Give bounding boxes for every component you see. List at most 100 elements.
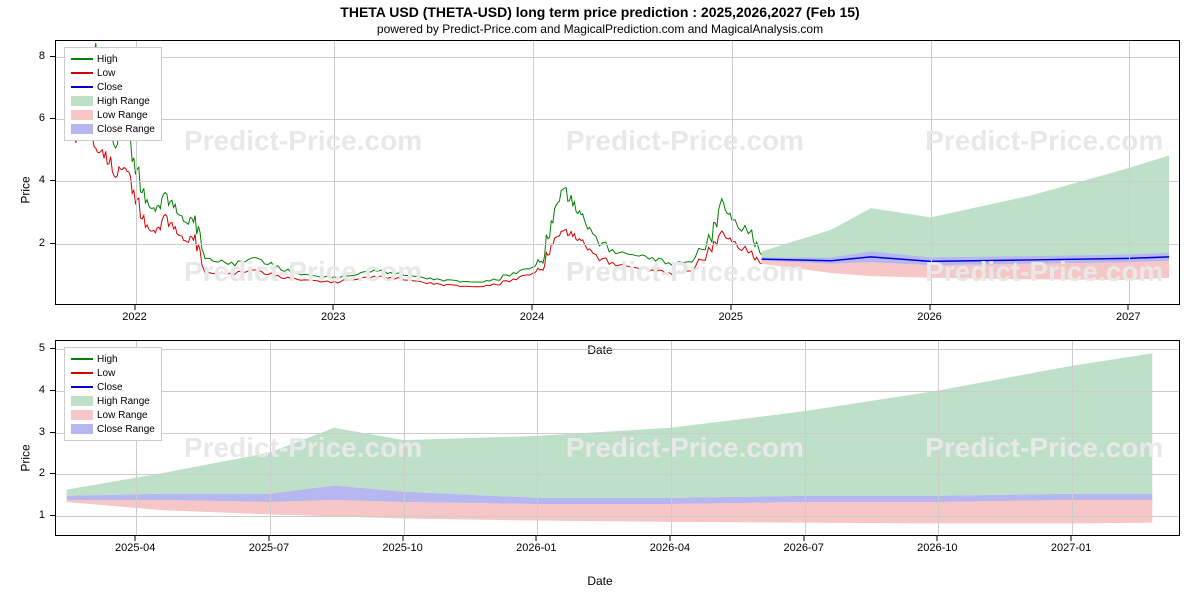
- legend-label: Low Range: [97, 410, 148, 421]
- gridline: [938, 341, 939, 535]
- legend-label: High Range: [97, 396, 150, 407]
- x-tick-label: 2026-04: [650, 542, 690, 554]
- chart-subtitle: powered by Predict-Price.com and Magical…: [0, 20, 1200, 40]
- chart-path: [762, 156, 1170, 258]
- legend-label: Close Range: [97, 424, 155, 435]
- legend-item: High: [71, 352, 155, 366]
- legend-swatch: [71, 58, 93, 60]
- gridline: [56, 433, 1179, 434]
- legend-swatch: [71, 110, 93, 120]
- x-tick-label: 2027: [1116, 311, 1140, 323]
- legend-item: Low: [71, 366, 155, 380]
- gridline: [732, 41, 733, 304]
- gridline: [1129, 41, 1130, 304]
- tick-mark: [333, 305, 334, 310]
- legend-item: High Range: [71, 94, 155, 108]
- gridline: [56, 516, 1179, 517]
- gridline: [56, 181, 1179, 182]
- x-tick-label: 2026-01: [516, 542, 556, 554]
- legend-item: High: [71, 52, 155, 66]
- chart1-legend: High Low Close High Range Low Range Close Ran…: [64, 47, 162, 141]
- chart2-svg: [56, 341, 1179, 535]
- x-tick-label: 2025-10: [382, 542, 422, 554]
- chart-path: [66, 43, 762, 282]
- y-tick-label: 2: [39, 237, 45, 249]
- legend-swatch: [71, 424, 93, 434]
- legend-item: Low Range: [71, 408, 155, 422]
- legend-swatch: [71, 86, 93, 88]
- chart1-plot: High Low Close High Range Low Range Close Ran…: [55, 40, 1180, 305]
- y-tick-label: 8: [39, 50, 45, 62]
- tick-mark: [134, 305, 135, 310]
- legend-swatch: [71, 372, 93, 374]
- gridline: [56, 391, 1179, 392]
- x-tick-label: 2025-07: [249, 542, 289, 554]
- tick-mark: [730, 305, 731, 310]
- gridline: [805, 341, 806, 535]
- tick-mark: [929, 305, 930, 310]
- x-tick-label: 2022: [122, 311, 146, 323]
- tick-mark: [937, 536, 938, 541]
- y-tick-label: 2: [39, 467, 45, 479]
- x-tick-label: 2027-01: [1051, 542, 1091, 554]
- gridline: [56, 474, 1179, 475]
- tick-mark: [135, 536, 136, 541]
- gridline: [537, 341, 538, 535]
- legend-item: Low: [71, 66, 155, 80]
- chart2-legend: High Low Close High Range Low Range Close Ran…: [64, 347, 162, 441]
- legend-swatch: [71, 386, 93, 388]
- legend-swatch: [71, 358, 93, 360]
- y-tick-label: 4: [39, 384, 45, 396]
- legend-label: High: [97, 54, 118, 65]
- tick-mark: [536, 536, 537, 541]
- legend-label: Close: [97, 382, 123, 393]
- gridline: [56, 57, 1179, 58]
- tick-mark: [268, 536, 269, 541]
- gridline: [56, 119, 1179, 120]
- legend-swatch: [71, 396, 93, 406]
- y-tick-label: 3: [39, 426, 45, 438]
- chart2-xlabel: Date: [0, 554, 1200, 588]
- legend-label: Close: [97, 82, 123, 93]
- legend-item: Close: [71, 380, 155, 394]
- gridline: [931, 41, 932, 304]
- x-tick-label: 2025-04: [115, 542, 155, 554]
- chart1-svg: [56, 41, 1179, 304]
- legend-swatch: [71, 410, 93, 420]
- legend-swatch: [71, 124, 93, 134]
- y-tick-label: 4: [39, 174, 45, 186]
- y-tick-label: 6: [39, 112, 45, 124]
- y-tick-label: 1: [39, 509, 45, 521]
- x-tick-label: 2023: [321, 311, 345, 323]
- x-tick-label: 2026-10: [917, 542, 957, 554]
- legend-swatch: [71, 72, 93, 74]
- gridline: [533, 41, 534, 304]
- gridline: [56, 349, 1179, 350]
- legend-item: Close: [71, 80, 155, 94]
- legend-label: High Range: [97, 96, 150, 107]
- gridline: [404, 341, 405, 535]
- legend-item: Close Range: [71, 422, 155, 436]
- tick-mark: [803, 536, 804, 541]
- x-tick-label: 2025: [719, 311, 743, 323]
- gridline: [56, 244, 1179, 245]
- legend-swatch: [71, 96, 93, 106]
- x-tick-label: 2026-07: [783, 542, 823, 554]
- legend-label: Low Range: [97, 110, 148, 121]
- x-tick-label: 2026: [917, 311, 941, 323]
- chart2-container: Price 12345 HighLowCloseHigh RangeLow Ra…: [0, 340, 1200, 576]
- chart2-plot: High Low Close High Range Low Range Close Ran…: [55, 340, 1180, 536]
- legend-label: Close Range: [97, 124, 155, 135]
- legend-label: Low: [97, 368, 115, 379]
- chart1-container: Price 2468 HighLowCloseHigh RangeLow Ran…: [0, 40, 1200, 340]
- chart1-yaxis: 2 4 6 8: [0, 40, 50, 305]
- tick-mark: [669, 536, 670, 541]
- legend-item: Low Range: [71, 108, 155, 122]
- legend-item: High Range: [71, 394, 155, 408]
- legend-label: High: [97, 354, 118, 365]
- legend-label: Low: [97, 68, 115, 79]
- tick-mark: [1128, 305, 1129, 310]
- tick-mark: [402, 536, 403, 541]
- chart-path: [67, 353, 1153, 498]
- legend-item: Close Range: [71, 122, 155, 136]
